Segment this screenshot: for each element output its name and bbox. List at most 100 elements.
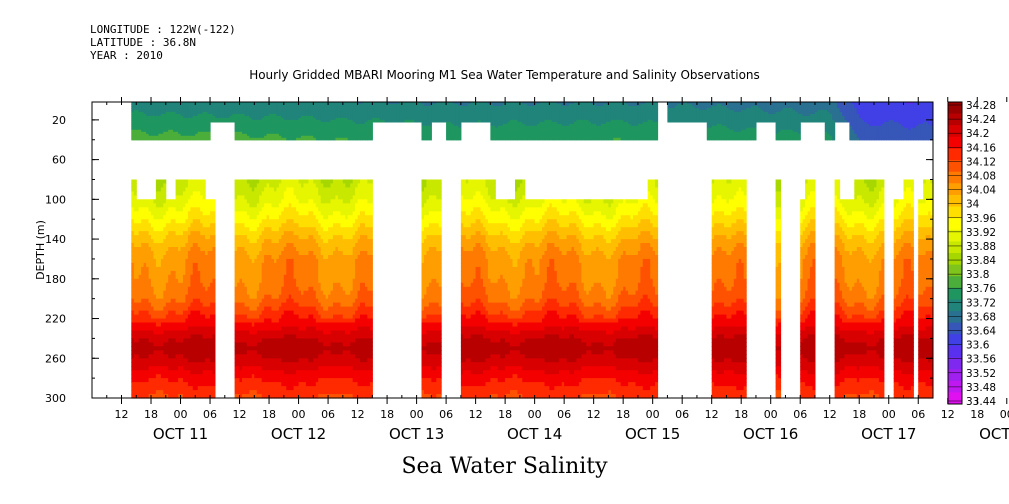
surface-cell xyxy=(610,113,614,117)
surface-cell xyxy=(266,102,270,105)
surface-cell xyxy=(141,109,145,113)
surface-cell xyxy=(165,123,169,127)
surface-cell xyxy=(571,109,575,113)
surface-cell xyxy=(741,133,745,137)
surface-cell xyxy=(143,119,147,123)
surface-cell xyxy=(328,109,332,113)
surface-cell xyxy=(682,117,686,121)
surface-cell xyxy=(291,102,295,105)
surface-cell xyxy=(232,115,236,119)
surface-cell xyxy=(165,127,169,131)
surface-cell xyxy=(342,113,346,117)
surface-cell xyxy=(431,111,435,115)
surface-cell xyxy=(168,119,172,123)
surface-cell xyxy=(256,117,260,121)
surface-cell xyxy=(475,117,479,121)
surface-cell xyxy=(355,102,359,105)
surface-cell xyxy=(163,123,167,127)
surface-cell xyxy=(534,131,538,135)
surface-cell xyxy=(414,109,418,113)
surface-cell xyxy=(532,108,536,111)
surface-cell xyxy=(333,129,336,133)
surface-cell xyxy=(183,137,186,141)
surface-cell xyxy=(303,113,307,117)
surface-cell xyxy=(210,109,213,113)
surface-cell xyxy=(269,104,273,107)
surface-cell xyxy=(246,102,250,105)
surface-cell xyxy=(709,125,713,129)
surface-cell xyxy=(222,113,226,117)
surface-cell xyxy=(593,127,597,131)
surface-cell xyxy=(608,127,612,131)
surface-cell xyxy=(291,133,295,137)
surface-cell xyxy=(728,108,732,111)
surface-cell xyxy=(613,113,617,117)
surface-cell xyxy=(365,109,368,113)
surface-cell xyxy=(426,119,430,123)
surface-cell xyxy=(278,135,282,139)
surface-cell xyxy=(537,121,541,125)
surface-cell xyxy=(753,113,757,117)
surface-cell xyxy=(271,102,275,105)
surface-cell xyxy=(195,113,199,117)
surface-cell xyxy=(751,109,754,113)
surface-cell xyxy=(559,125,563,129)
surface-cell xyxy=(581,137,585,141)
surface-cell xyxy=(426,113,430,117)
surface-cell xyxy=(532,129,536,133)
surface-cell xyxy=(175,102,179,105)
surface-cell xyxy=(237,115,241,119)
surface-cell xyxy=(605,111,609,115)
surface-cell xyxy=(583,108,587,111)
surface-cell xyxy=(446,104,450,107)
surface-cell xyxy=(155,121,159,125)
surface-cell xyxy=(242,108,245,111)
surface-cell xyxy=(628,131,632,135)
surface-cell xyxy=(325,106,329,109)
surface-cell xyxy=(669,113,673,117)
surface-cell xyxy=(313,102,317,105)
surface-cell xyxy=(505,137,509,141)
surface-cell xyxy=(598,121,602,125)
surface-cell xyxy=(460,102,464,105)
surface-cell xyxy=(455,117,459,121)
surface-cell xyxy=(645,127,649,131)
surface-cell xyxy=(323,115,327,119)
surface-cell xyxy=(264,131,268,135)
surface-cell xyxy=(601,125,604,129)
surface-cell xyxy=(591,119,595,123)
surface-cell xyxy=(293,135,297,139)
surface-cell xyxy=(155,117,159,121)
surface-cell xyxy=(640,104,644,107)
surface-cell xyxy=(492,125,496,129)
surface-cell xyxy=(328,135,332,139)
surface-cell xyxy=(689,109,693,113)
surface-cell xyxy=(559,121,563,125)
surface-cell xyxy=(254,129,258,133)
surface-cell xyxy=(202,109,206,113)
surface-cell xyxy=(205,113,209,117)
surface-cell xyxy=(261,109,265,113)
surface-cell xyxy=(566,125,570,129)
surface-cell xyxy=(510,129,513,133)
surface-cell xyxy=(711,123,715,127)
surface-cell xyxy=(724,106,727,109)
surface-cell xyxy=(495,102,499,105)
surface-cell xyxy=(269,123,273,127)
surface-cell xyxy=(436,117,440,121)
surface-cell xyxy=(650,129,654,133)
surface-cell xyxy=(733,109,737,113)
surface-cell xyxy=(709,111,713,115)
surface-cell xyxy=(515,106,518,109)
surface-cell xyxy=(635,131,639,135)
surface-cell xyxy=(569,108,573,111)
surface-cell xyxy=(721,102,725,105)
surface-cell xyxy=(138,121,142,125)
surface-cell xyxy=(640,133,644,137)
surface-cell xyxy=(694,108,698,111)
surface-cell xyxy=(131,102,135,105)
surface-cell xyxy=(155,109,159,113)
surface-cell xyxy=(549,135,553,139)
surface-cell xyxy=(414,119,418,123)
surface-cell xyxy=(633,117,636,121)
